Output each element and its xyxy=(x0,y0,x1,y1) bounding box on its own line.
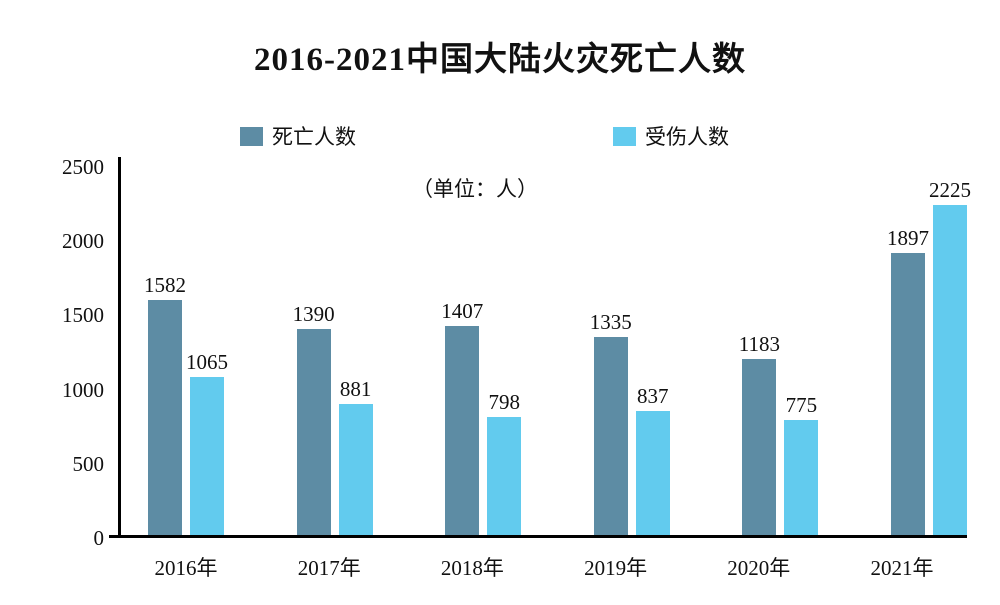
legend-label: 死亡人数 xyxy=(272,125,356,149)
legend: 死亡人数 受伤人数 xyxy=(240,121,729,151)
x-category-label: 2020年 xyxy=(727,556,791,580)
x-category-label: 2019年 xyxy=(584,556,648,580)
bar-value-label: 1390 xyxy=(292,302,335,326)
bar-wrap: 1407 xyxy=(441,300,483,535)
y-tick-label: 1500 xyxy=(62,303,104,328)
legend-swatch xyxy=(613,126,636,146)
bar xyxy=(932,205,967,535)
bar-wrap: 1582 xyxy=(144,274,186,535)
bar xyxy=(338,404,373,535)
bar-group: 1407 798 xyxy=(441,300,522,535)
y-tick-label: 0 xyxy=(93,526,105,550)
bar xyxy=(296,329,331,535)
x-category-label: 2018年 xyxy=(440,556,504,580)
x-category-label: 2017年 xyxy=(297,556,361,580)
bar-group: 1183 775 xyxy=(739,333,819,535)
bar xyxy=(487,417,522,535)
bar xyxy=(784,420,819,535)
bar-wrap: 1390 xyxy=(293,303,335,535)
bar-value-label: 1335 xyxy=(589,310,632,334)
bar xyxy=(190,377,224,535)
y-tick-label: 2500 xyxy=(62,155,104,179)
legend-item: 受伤人数 xyxy=(613,121,729,151)
bar-wrap: 837 xyxy=(635,385,670,535)
bar-group: 1390 881 xyxy=(293,303,373,535)
plot-area: 1582 1065 1390 881 1407 798 1335 837 1183 775 1897… xyxy=(109,157,971,538)
bar xyxy=(445,326,480,535)
bar xyxy=(742,359,777,535)
bar-value-label: 1897 xyxy=(886,226,929,250)
bar-group: 1335 837 xyxy=(590,311,670,535)
bar-wrap: 1335 xyxy=(590,311,632,535)
bar-wrap: 2225 xyxy=(929,179,971,535)
y-axis-tick-labels: 0 500 1000 1500 2000 2500 xyxy=(0,155,105,550)
bar-wrap: 775 xyxy=(784,394,819,535)
y-tick-label: 500 xyxy=(72,451,105,476)
bar-group: 1582 1065 xyxy=(144,274,228,535)
bar xyxy=(593,337,628,535)
bar xyxy=(148,300,182,535)
x-category-label: 2016年 xyxy=(154,556,218,580)
bar-value-label: 2225 xyxy=(928,178,971,202)
x-axis-category-labels: 2016年 2017年 2018年 2019年 2020年 2021年 xyxy=(118,543,940,582)
bar-value-label: 837 xyxy=(637,384,669,408)
chart-title: 2016-2021中国大陆火灾死亡人数 xyxy=(254,42,746,78)
bar-value-label: 798 xyxy=(488,390,520,414)
bar-wrap: 1897 xyxy=(887,227,929,535)
bar-wrap: 798 xyxy=(487,391,522,535)
bar-wrap: 881 xyxy=(338,378,373,535)
y-tick-label: 2000 xyxy=(62,229,104,254)
legend-label: 受伤人数 xyxy=(645,125,729,149)
bar-value-label: 1065 xyxy=(186,350,228,374)
bar-wrap: 1183 xyxy=(739,333,780,535)
bar-value-label: 775 xyxy=(785,393,818,417)
bar-group: 1897 2225 xyxy=(887,179,971,535)
bar xyxy=(635,411,670,535)
legend-swatch xyxy=(240,126,263,146)
bar xyxy=(890,253,925,535)
bar-value-label: 881 xyxy=(339,377,372,401)
bar-value-label: 1183 xyxy=(738,332,780,356)
bar-value-label: 1582 xyxy=(144,273,186,297)
x-category-label: 2021年 xyxy=(870,556,934,580)
legend-item: 死亡人数 xyxy=(240,121,356,151)
unit-annotation: （单位：人） xyxy=(412,177,538,201)
y-tick-label: 1000 xyxy=(62,377,104,402)
bar-wrap: 1065 xyxy=(186,351,228,535)
bar-value-label: 1407 xyxy=(441,299,484,323)
